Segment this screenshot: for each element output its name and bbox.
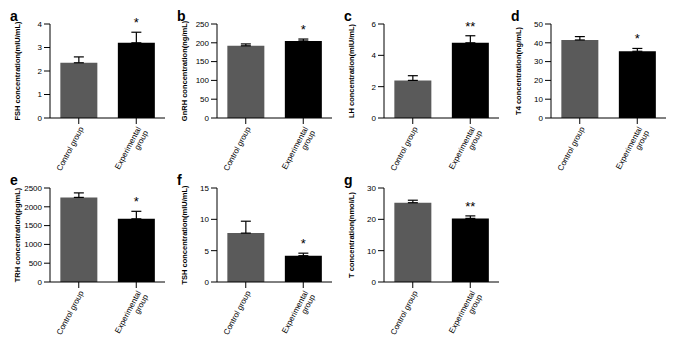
svg-text:30: 30	[367, 184, 376, 193]
svg-text:LH concentration(mIU/mL): LH concentration(mIU/mL)	[347, 23, 356, 118]
svg-text:50: 50	[200, 95, 209, 104]
svg-text:*: *	[301, 236, 306, 251]
svg-text:TRH concentration(pg/mL): TRH concentration(pg/mL)	[13, 187, 22, 282]
svg-text:10: 10	[200, 215, 209, 224]
svg-text:2: 2	[372, 83, 377, 92]
svg-text:200: 200	[196, 39, 210, 48]
svg-text:*: *	[301, 22, 306, 37]
svg-text:TSH concentration(mIU/mL): TSH concentration(mIU/mL)	[180, 185, 189, 285]
svg-text:4: 4	[38, 20, 43, 29]
svg-text:Control group: Control group	[389, 289, 420, 336]
svg-text:1: 1	[38, 90, 43, 99]
svg-text:100: 100	[196, 76, 210, 85]
svg-text:Experimentalgroup: Experimentalgroup	[614, 125, 651, 172]
svg-text:Control group: Control group	[556, 125, 587, 172]
html-text:b: b	[177, 8, 186, 24]
svg-text:0: 0	[539, 114, 544, 123]
html-text:c: c	[344, 8, 352, 24]
svg-text:4: 4	[372, 51, 377, 60]
svg-text:20: 20	[367, 215, 376, 224]
svg-text:10: 10	[367, 247, 376, 256]
svg-text:*: *	[134, 15, 139, 30]
svg-text:Experimentalgroup: Experimentalgroup	[280, 125, 317, 172]
svg-text:Control group: Control group	[222, 125, 253, 172]
svg-text:20: 20	[534, 76, 543, 85]
svg-text:2500: 2500	[24, 184, 42, 193]
svg-text:Control group: Control group	[222, 289, 253, 336]
svg-text:3: 3	[38, 43, 43, 52]
svg-text:1000: 1000	[24, 240, 42, 249]
svg-text:*: *	[134, 194, 139, 209]
svg-text:Experimentalgroup: Experimentalgroup	[447, 289, 484, 336]
svg-text:10: 10	[534, 95, 543, 104]
svg-text:250: 250	[196, 20, 210, 29]
html-text:d: d	[511, 8, 520, 24]
svg-text:50: 50	[534, 20, 543, 29]
svg-text:0: 0	[372, 114, 377, 123]
svg-text:0: 0	[372, 278, 377, 287]
svg-text:0: 0	[38, 278, 43, 287]
svg-text:6: 6	[372, 20, 377, 29]
html-text:e: e	[10, 172, 18, 188]
svg-text:Experimentalgroup: Experimentalgroup	[113, 289, 150, 336]
svg-text:FSH concentration(mIU/mL): FSH concentration(mIU/mL)	[13, 21, 22, 121]
svg-text:T4 concentration(ng/mL): T4 concentration(ng/mL)	[514, 27, 523, 115]
svg-text:2: 2	[38, 67, 43, 76]
html-text:g: g	[344, 172, 353, 188]
svg-text:40: 40	[534, 39, 543, 48]
svg-text:Experimentalgroup: Experimentalgroup	[280, 289, 317, 336]
svg-text:2000: 2000	[24, 203, 42, 212]
svg-text:*: *	[635, 31, 640, 46]
svg-text:Control group: Control group	[55, 289, 86, 336]
svg-text:Control group: Control group	[55, 125, 86, 172]
html-text:a: a	[10, 8, 18, 24]
svg-text:150: 150	[196, 57, 210, 66]
svg-text:5: 5	[205, 247, 210, 256]
svg-text:1500: 1500	[24, 221, 42, 230]
svg-text:Control group: Control group	[389, 125, 420, 172]
svg-text:500: 500	[29, 259, 43, 268]
svg-text:GnRH concentration(ng/mL): GnRH concentration(ng/mL)	[180, 20, 189, 121]
svg-text:**: **	[465, 199, 475, 214]
svg-text:Experimentalgroup: Experimentalgroup	[113, 125, 150, 172]
svg-text:Experimentalgroup: Experimentalgroup	[447, 125, 484, 172]
svg-text:0: 0	[205, 278, 210, 287]
svg-text:**: **	[465, 19, 475, 34]
svg-text:0: 0	[205, 114, 210, 123]
svg-text:15: 15	[200, 184, 209, 193]
html-text:f: f	[177, 172, 182, 188]
svg-text:30: 30	[534, 57, 543, 66]
svg-text:0: 0	[38, 114, 43, 123]
svg-text:T concentration(nmol/L): T concentration(nmol/L)	[347, 192, 356, 278]
